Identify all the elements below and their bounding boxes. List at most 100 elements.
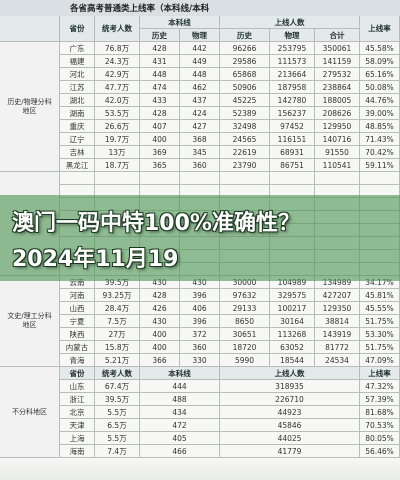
table-cell: 51.75% [360, 341, 400, 354]
table-cell: 110541 [315, 159, 360, 172]
table-cell: 213664 [270, 68, 315, 81]
table-cell: 58.09% [360, 55, 400, 68]
table-cell: 140716 [315, 133, 360, 146]
hidden-cell [315, 172, 360, 185]
table-cell: 488 [140, 393, 220, 406]
table-cell: 广东 [60, 42, 95, 55]
table-cell: 400 [140, 328, 180, 341]
table-cell: 30000 [220, 276, 270, 289]
group-label: 历史/物理分科地区 [0, 42, 60, 172]
table-cell: 28.4万 [95, 302, 140, 315]
table-cell: 81772 [315, 341, 360, 354]
table-cell: 27万 [95, 328, 140, 341]
table-cell: 30651 [220, 328, 270, 341]
table-cell: 368 [180, 133, 220, 146]
table-cell: 437 [180, 94, 220, 107]
table-cell: 39.5万 [95, 393, 140, 406]
table-cell: 424 [180, 107, 220, 120]
table-cell: 陕西 [60, 328, 95, 341]
table-cell: 65868 [220, 68, 270, 81]
table-cell: 116151 [270, 133, 315, 146]
table-cell: 111573 [270, 55, 315, 68]
table-cell: 86751 [270, 159, 315, 172]
table-cell: 96266 [220, 42, 270, 55]
table-cell: 91550 [315, 146, 360, 159]
table-cell: 内蒙古 [60, 341, 95, 354]
header-cell: 合计 [315, 29, 360, 42]
table-cell: 143919 [315, 328, 360, 341]
table-cell: 5.5万 [95, 406, 140, 419]
header-cell: 上线率 [360, 367, 400, 380]
table-cell: 河南 [60, 289, 95, 302]
table-cell: 18720 [220, 341, 270, 354]
table-cell: 7.5万 [95, 315, 140, 328]
table-cell: 30164 [270, 315, 315, 328]
header-cell: 省份 [60, 367, 95, 380]
table-cell: 396 [180, 289, 220, 302]
hidden-cell [180, 172, 220, 185]
table-cell: 430 [140, 315, 180, 328]
table-cell: 428 [140, 107, 180, 120]
table-cell: 431 [140, 55, 180, 68]
table-cell: 208626 [315, 107, 360, 120]
table-cell: 浙江 [60, 393, 95, 406]
table-cell: 39.5万 [95, 276, 140, 289]
table-cell: 70.42% [360, 146, 400, 159]
table-cell: 辽宁 [60, 133, 95, 146]
table-cell: 45846 [220, 419, 360, 432]
table-cell: 93.25万 [95, 289, 140, 302]
table-cell: 67.4万 [95, 380, 140, 393]
table-cell: 400 [140, 133, 180, 146]
table-cell: 427207 [315, 289, 360, 302]
overlay-text: 澳门一码中特100%准确性？ [12, 211, 300, 236]
header-cell: 历史 [220, 29, 270, 42]
table-cell: 青海 [60, 354, 95, 367]
table-cell: 42.9万 [95, 68, 140, 81]
table-cell: 13万 [95, 146, 140, 159]
table-cell: 吉林 [60, 146, 95, 159]
table-cell: 22619 [220, 146, 270, 159]
table-cell: 15.8万 [95, 341, 140, 354]
group-label: 文史/理工分科地区 [0, 276, 60, 367]
table-cell: 462 [180, 81, 220, 94]
group-label: 不分科地区 [0, 367, 60, 458]
table-cell: 江苏 [60, 81, 95, 94]
table-cell: 50.08% [360, 81, 400, 94]
table-cell: 18544 [270, 354, 315, 367]
table-cell: 18.7万 [95, 159, 140, 172]
table-cell: 141159 [315, 55, 360, 68]
table-cell: 上海 [60, 432, 95, 445]
table-cell: 97632 [220, 289, 270, 302]
table-cell: 天津 [60, 419, 95, 432]
table-cell: 100217 [270, 302, 315, 315]
table-cell: 45.58% [360, 42, 400, 55]
table-cell: 448 [140, 68, 180, 81]
hidden-cell [140, 172, 180, 185]
header-cell [0, 16, 60, 42]
table-cell: 7.4万 [95, 445, 140, 458]
table-cell: 32498 [220, 120, 270, 133]
table-cell: 129350 [315, 302, 360, 315]
table-cell: 云南 [60, 276, 95, 289]
table-cell: 29133 [220, 302, 270, 315]
table-cell: 44.76% [360, 94, 400, 107]
table-cell: 50906 [220, 81, 270, 94]
table-cell: 466 [140, 445, 220, 458]
table-cell: 湖北 [60, 94, 95, 107]
table-cell: 8650 [220, 315, 270, 328]
table-cell: 406 [180, 302, 220, 315]
table-cell: 80.05% [360, 432, 400, 445]
table-cell: 宁夏 [60, 315, 95, 328]
table-cell: 434 [140, 406, 220, 419]
table-cell: 5.5万 [95, 432, 140, 445]
hidden-cell [270, 172, 315, 185]
table-cell: 81.68% [360, 406, 400, 419]
header-cell: 统考人数 [95, 367, 140, 380]
table-cell: 430 [140, 276, 180, 289]
table-cell: 442 [180, 42, 220, 55]
table-cell: 44923 [220, 406, 360, 419]
table-cell: 113268 [270, 328, 315, 341]
table-cell: 福建 [60, 55, 95, 68]
table-cell: 318935 [220, 380, 360, 393]
